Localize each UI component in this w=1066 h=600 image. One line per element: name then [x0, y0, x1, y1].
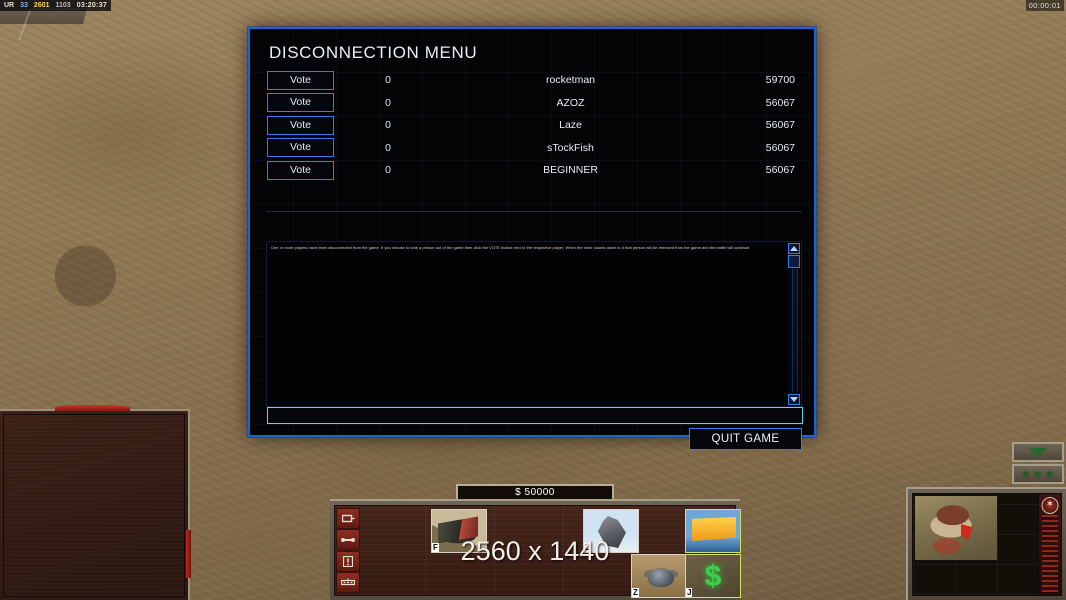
unit-slot-tank-hotkey: F	[432, 543, 439, 552]
table-row: Vote 0 sTockFish 56067	[267, 137, 801, 160]
player-name-laze: Laze	[559, 119, 582, 132]
vote-count-laze: 0	[385, 119, 391, 132]
sell-icon[interactable]	[336, 508, 360, 529]
mine-portrait-icon	[632, 555, 686, 597]
quit-game-button[interactable]: QUIT GAME	[689, 428, 802, 450]
command-bar: $ 50000 F	[330, 484, 741, 600]
minimap-panel[interactable]: ✶	[906, 487, 1066, 600]
left-panel-health-bar	[55, 405, 130, 411]
minimap-inner: ✶	[912, 493, 1062, 596]
vote-count-beginner: 0	[385, 164, 391, 177]
power-meter: ✶	[1038, 494, 1061, 595]
hud-chip-1: 33	[20, 2, 28, 9]
message-scrollbar[interactable]	[788, 243, 800, 405]
promote-button[interactable]	[1012, 442, 1064, 462]
left-info-panel[interactable]	[0, 409, 190, 600]
arrow-up-glyph	[790, 246, 798, 251]
scroll-down-icon[interactable]	[788, 394, 800, 405]
rank-button-group: ★★★	[1012, 442, 1064, 486]
disconnection-menu-dialog: DISCONNECTION MENU Vote 0 rocketman 5970…	[248, 27, 816, 450]
unit-slot-cash[interactable]: J	[685, 554, 741, 598]
chat-input[interactable]	[267, 407, 803, 424]
rank-stars-label: ★★★	[1020, 467, 1056, 481]
vote-button-beginner[interactable]: Vote	[267, 160, 334, 180]
player-value-azoz: 56067	[765, 96, 795, 109]
game-timer: 00:00:01	[1025, 0, 1064, 11]
left-info-panel-inner	[3, 414, 185, 597]
unit-slot-aircraft[interactable]: D	[583, 509, 639, 553]
player-value-beginner: 56067	[765, 164, 795, 177]
table-row: Vote 0 Laze 56067	[267, 114, 801, 137]
rank-stars-button[interactable]: ★★★	[1012, 464, 1064, 484]
road-marking-decoration	[18, 8, 94, 40]
arrow-down-glyph	[790, 397, 798, 402]
minimap-view[interactable]	[913, 494, 1038, 595]
vote-button-azoz[interactable]: Vote	[267, 93, 334, 113]
vote-button-rocketman[interactable]: Vote	[267, 70, 334, 90]
command-bar-frame: F D Z J	[330, 499, 741, 600]
aircraft-portrait-icon	[584, 510, 638, 552]
scrollbar-track[interactable]	[792, 269, 798, 392]
command-side-buttons	[336, 507, 360, 594]
player-name-rocketman: rocketman	[545, 74, 596, 87]
hud-chip-2: 2601	[33, 2, 50, 9]
tank-portrait-icon	[432, 510, 486, 552]
table-row: Vote 0 AZOZ 56067	[267, 92, 801, 115]
left-panel-side-bar	[186, 530, 191, 578]
unit-slot-tank[interactable]: F	[431, 509, 487, 553]
hud-clock: 03:20:37	[76, 2, 108, 9]
player-value-laze: 56067	[765, 119, 795, 132]
hud-chip-3: 1103	[55, 2, 71, 9]
hud-chip-0: UR	[4, 2, 15, 9]
vote-count-stockfish: 0	[385, 141, 391, 154]
unit-slot-mine[interactable]: Z	[631, 554, 687, 598]
power-meter-bars	[1042, 515, 1058, 592]
alert-icon[interactable]	[336, 550, 360, 572]
unit-slot-aircraft-hotkey: D	[584, 543, 592, 552]
table-row: Vote 0 rocketman 59700	[267, 69, 801, 92]
chevron-down-icon	[1029, 447, 1047, 457]
command-bar-inner: F D Z J	[334, 505, 741, 598]
message-log-box[interactable]: One or more players have been disconnect…	[266, 241, 802, 407]
vote-count-azoz: 0	[385, 96, 391, 109]
player-value-rocketman: 59700	[765, 74, 795, 87]
dialog-divider	[266, 211, 802, 212]
vote-button-stockfish[interactable]: Vote	[267, 138, 334, 158]
hud-status-strip: UR 33 2601 1103 03:20:37	[0, 0, 112, 11]
player-vote-list: Vote 0 rocketman 59700 Vote 0 AZOZ 56067…	[267, 69, 801, 182]
player-value-stockfish: 56067	[765, 141, 795, 154]
player-name-azoz: AZOZ	[556, 96, 585, 109]
repair-icon[interactable]	[336, 529, 360, 551]
disconnect-message-text: One or more players have been disconnect…	[271, 245, 751, 250]
player-name-stockfish: sTockFish	[547, 141, 594, 154]
unit-slot-mine-hotkey: Z	[632, 588, 639, 597]
page-title: DISCONNECTION MENU	[269, 43, 478, 62]
flag-portrait-icon	[686, 510, 740, 552]
scrollbar-thumb[interactable]	[788, 255, 800, 268]
vote-count-rocketman: 0	[385, 74, 391, 87]
table-row: Vote 0 BEGINNER 56067	[267, 159, 801, 182]
cash-portrait-icon	[686, 555, 740, 597]
unit-slot-flag[interactable]	[685, 509, 741, 553]
scroll-up-icon[interactable]	[788, 243, 800, 254]
unit-slot-cash-hotkey: J	[686, 588, 693, 597]
minimap-base-art	[915, 496, 997, 560]
vote-button-laze[interactable]: Vote	[267, 115, 334, 135]
player-name-beginner: BEGINNER	[543, 164, 598, 177]
rank-insignia-icon: ✶	[1041, 497, 1059, 514]
beacon-icon[interactable]	[336, 571, 360, 593]
